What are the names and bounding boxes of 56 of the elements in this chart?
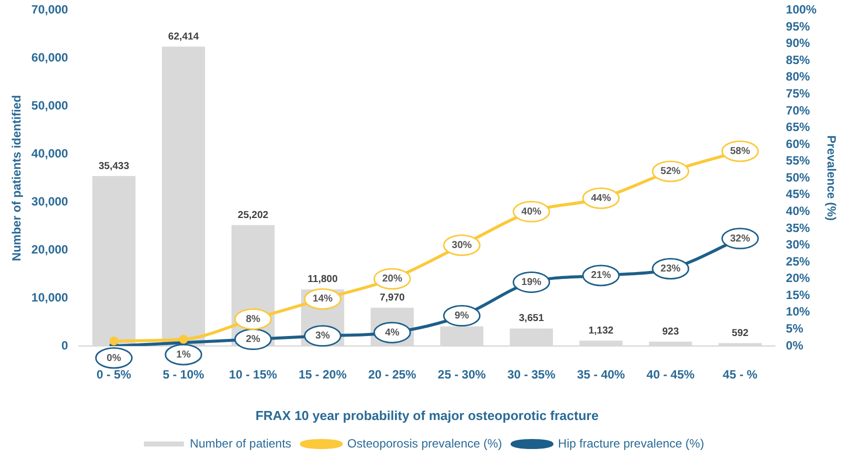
data-label: 25,202 bbox=[238, 210, 269, 221]
y2-tick-label: 0% bbox=[786, 338, 804, 352]
x-tick-label: 0 - 5% bbox=[96, 368, 132, 382]
data-label: 0% bbox=[106, 352, 122, 364]
y2-tick-label: 70% bbox=[786, 103, 810, 118]
x-tick-label: 35 - 40% bbox=[576, 368, 626, 382]
y-tick-label: 30,000 bbox=[31, 194, 68, 208]
y-tick-label: 0 bbox=[61, 338, 68, 352]
y2-tick-label: 40% bbox=[786, 204, 810, 218]
y2-tick-label: 80% bbox=[786, 70, 810, 84]
y2-tick-label: 35% bbox=[786, 220, 810, 235]
y2-tick-label: 25% bbox=[786, 254, 810, 268]
data-label: 62,414 bbox=[168, 31, 200, 42]
y2-tick-label: 60% bbox=[786, 136, 810, 151]
y2-tick-label: 20% bbox=[786, 271, 810, 286]
y2-tick-label: 15% bbox=[786, 288, 810, 302]
y2-axis-title: Prevalence (%) bbox=[824, 135, 838, 221]
y-tick-label: 70,000 bbox=[31, 2, 68, 17]
y2-tick-label: 10% bbox=[786, 304, 810, 319]
data-label: 3,651 bbox=[518, 313, 544, 324]
legend-label: Number of patients bbox=[190, 436, 292, 450]
y2-tick-label: 100% bbox=[786, 2, 817, 17]
data-label: 923 bbox=[662, 326, 680, 338]
x-tick-label: 30 - 35% bbox=[507, 368, 556, 382]
y2-tick-label: 45% bbox=[786, 187, 810, 202]
y2-tick-label: 30% bbox=[786, 238, 810, 252]
y-tick-label: 10,000 bbox=[31, 290, 68, 304]
x-tick-label: 45 - % bbox=[722, 368, 758, 382]
x-tick-label: 15 - 20% bbox=[298, 368, 347, 382]
x-tick-label: 25 - 30% bbox=[438, 368, 486, 382]
data-label: 11,800 bbox=[308, 274, 338, 286]
y-tick-label: 60,000 bbox=[31, 50, 68, 64]
y2-tick-label: 65% bbox=[786, 120, 810, 134]
data-label: 1,132 bbox=[588, 325, 614, 336]
y2-tick-label: 85% bbox=[786, 52, 810, 67]
y-axis-title: Number of patients identified bbox=[10, 95, 24, 262]
x-tick-label: 20 - 25% bbox=[368, 368, 417, 382]
y2-tick-label: 90% bbox=[786, 36, 810, 50]
y2-tick-label: 5% bbox=[786, 322, 804, 336]
data-label: 7,970 bbox=[380, 292, 406, 304]
y2-tick-label: 55% bbox=[786, 154, 810, 168]
x-tick-label: 5 - 10% bbox=[162, 368, 204, 382]
y2-tick-label: 95% bbox=[786, 19, 810, 34]
y2-tick-label: 50% bbox=[786, 170, 810, 184]
x-axis-title: FRAX 10 year probability of major osteoporotic fracture bbox=[255, 408, 599, 423]
legend-label: Hip fracture prevalence (%) bbox=[558, 436, 704, 450]
x-tick-label: 10 - 15% bbox=[229, 368, 278, 382]
y-tick-label: 20,000 bbox=[31, 242, 68, 256]
data-label: 592 bbox=[732, 328, 749, 339]
y-tick-label: 40,000 bbox=[31, 146, 68, 160]
data-label: 1% bbox=[176, 349, 191, 360]
y-tick-label: 50,000 bbox=[31, 98, 68, 112]
data-label: 35,433 bbox=[98, 160, 130, 172]
legend-label: Osteoporosis prevalence (%) bbox=[347, 436, 502, 450]
y2-tick-label: 75% bbox=[786, 86, 810, 100]
x-tick-label: 40 - 45% bbox=[646, 368, 695, 382]
